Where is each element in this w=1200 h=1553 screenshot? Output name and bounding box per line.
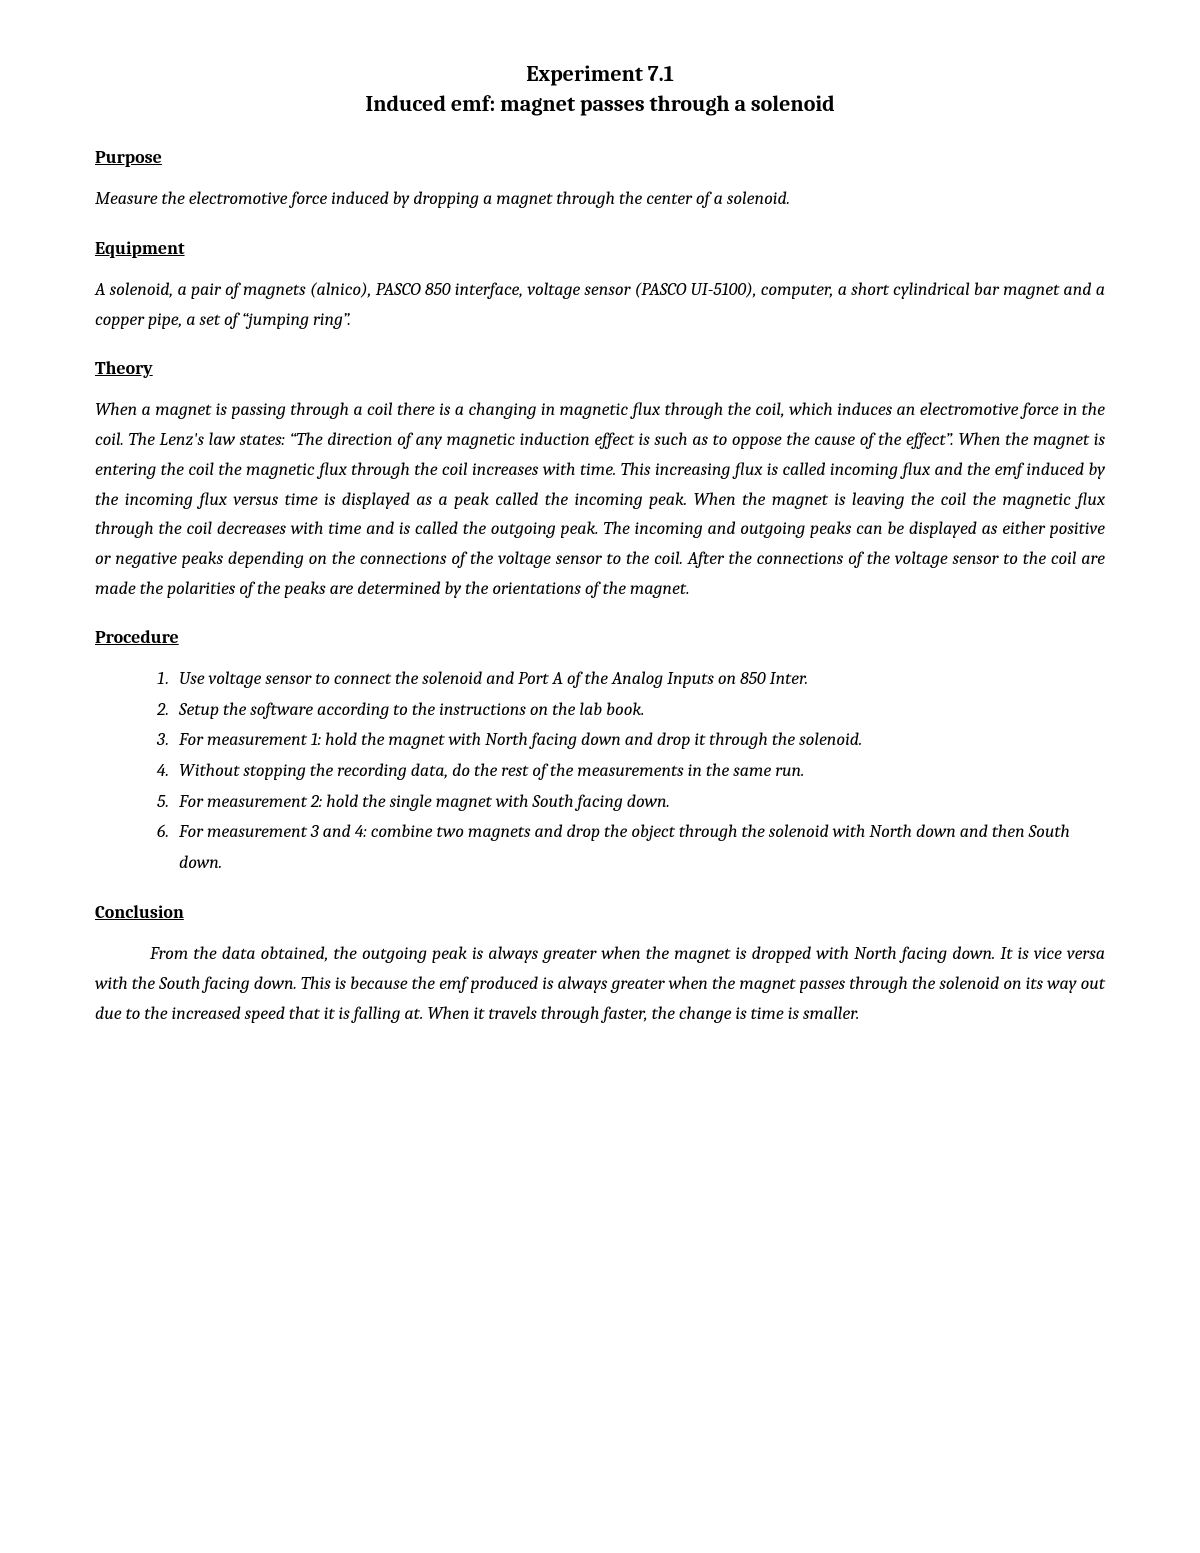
procedure-list: Use voltage sensor to connect the soleno… — [95, 664, 1105, 878]
title-block: Experiment 7.1 Induced emf: magnet passe… — [95, 60, 1105, 119]
title-line-2: Induced emf: magnet passes through a sol… — [95, 90, 1105, 120]
purpose-heading: Purpose — [95, 147, 1105, 168]
procedure-item: For measurement 3 and 4: combine two mag… — [173, 817, 1105, 878]
procedure-item: Use voltage sensor to connect the soleno… — [173, 664, 1105, 695]
equipment-heading: Equipment — [95, 238, 1105, 259]
title-line-1: Experiment 7.1 — [95, 60, 1105, 90]
theory-heading: Theory — [95, 358, 1105, 379]
theory-body: When a magnet is passing through a coil … — [95, 395, 1105, 603]
conclusion-body: From the data obtained, the outgoing pea… — [95, 939, 1105, 1028]
procedure-heading: Procedure — [95, 627, 1105, 648]
procedure-item: Without stopping the recording data, do … — [173, 756, 1105, 787]
procedure-item: For measurement 1: hold the magnet with … — [173, 725, 1105, 756]
procedure-item: Setup the software according to the inst… — [173, 695, 1105, 726]
equipment-body: A solenoid, a pair of magnets (alnico), … — [95, 275, 1105, 334]
procedure-item: For measurement 2: hold the single magne… — [173, 787, 1105, 818]
purpose-body: Measure the electromotive force induced … — [95, 184, 1105, 214]
conclusion-heading: Conclusion — [95, 902, 1105, 923]
